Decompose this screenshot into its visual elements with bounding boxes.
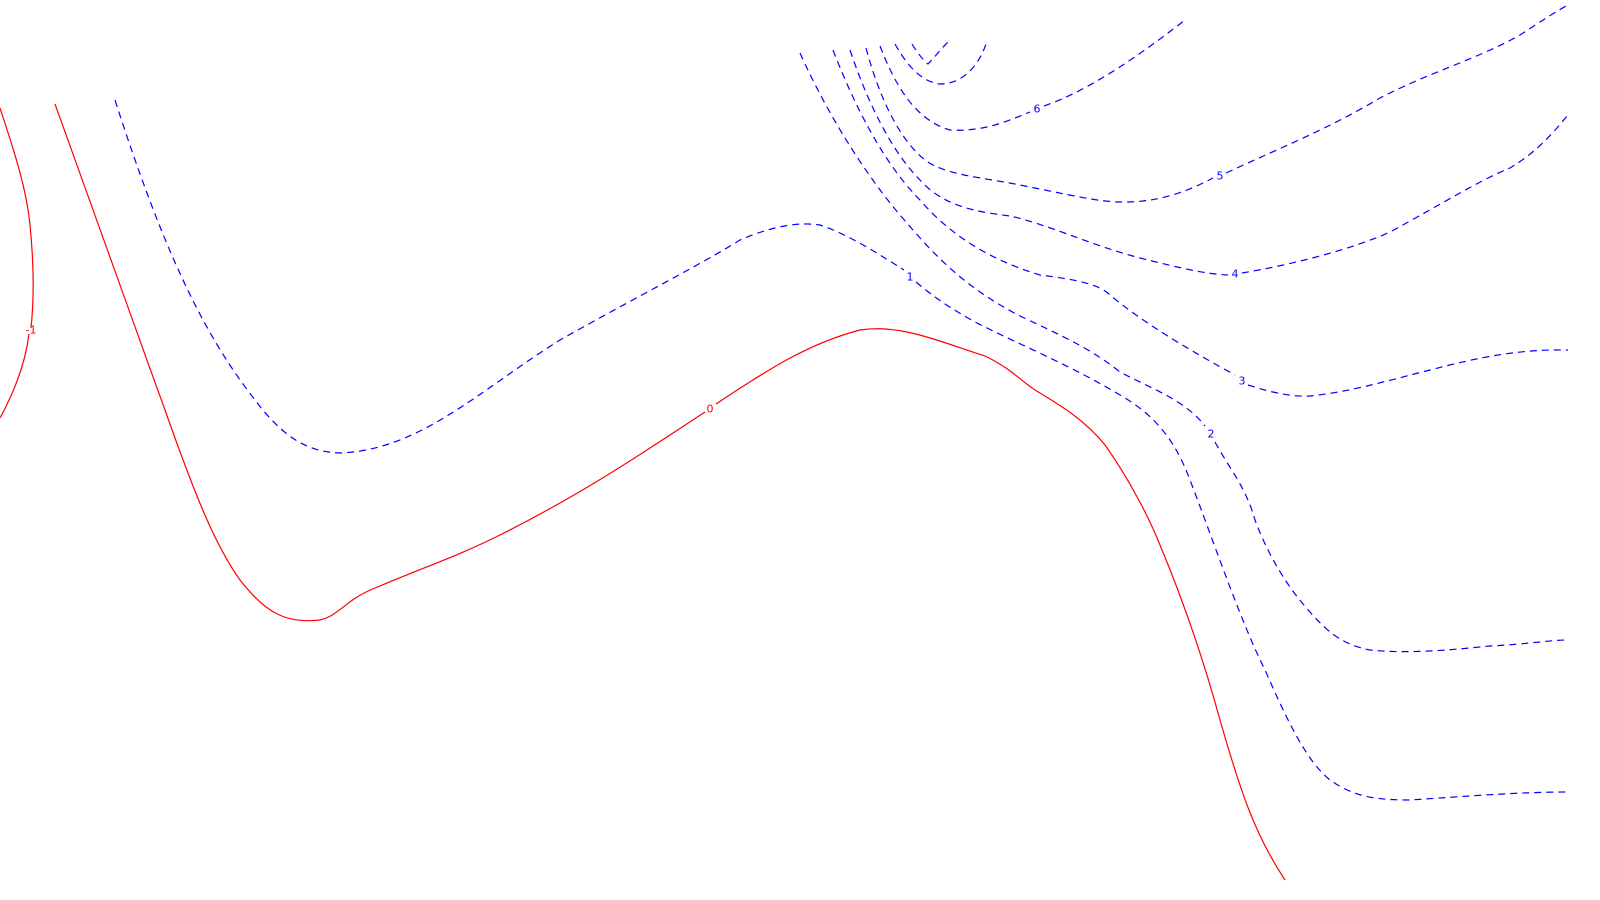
contour-label-level-5: 5 [1217,170,1224,183]
contour-label-level-neg1: -1 [26,324,37,337]
contour-line-level-2-seg-1 [1214,441,1569,653]
contour-line-level-2-seg-0 [799,52,1206,427]
contour-line-level-7-seg-1 [911,41,949,65]
contour-line-level-4-seg-1 [1241,114,1569,274]
contour-line-level-neg1-seg-1 [0,333,30,419]
contour-line-level-3-seg-0 [832,49,1236,376]
contour-line-level-6-seg-1 [1043,19,1186,107]
contour-label-level-2: 2 [1208,428,1215,441]
contour-line-level-1-seg-1 [915,281,1569,801]
contour-labels: -1 0 1 2 3 4 5 6 [26,103,1246,441]
contour-line-level-5-seg-0 [865,47,1214,203]
contour-line-level-1-seg-0 [114,99,905,454]
contour-line-level-4-seg-0 [849,49,1229,276]
contour-label-level-1: 1 [907,271,914,284]
contour-line-level-7-seg-0 [894,43,987,85]
contour-line-level-0-seg-1 [715,328,1286,881]
contour-lines [0,4,1569,881]
contour-line-level-neg1-seg-0 [0,107,34,329]
contour-label-level-3: 3 [1239,375,1246,388]
contour-line-level-0-seg-0 [54,103,706,622]
contour-line-level-5-seg-1 [1225,4,1569,174]
contour-label-level-4: 4 [1232,268,1239,281]
contour-line-level-6-seg-0 [879,45,1031,131]
contour-label-level-0: 0 [707,403,714,416]
contour-label-level-6: 6 [1034,103,1041,116]
contour-line-level-3-seg-1 [1247,349,1569,397]
